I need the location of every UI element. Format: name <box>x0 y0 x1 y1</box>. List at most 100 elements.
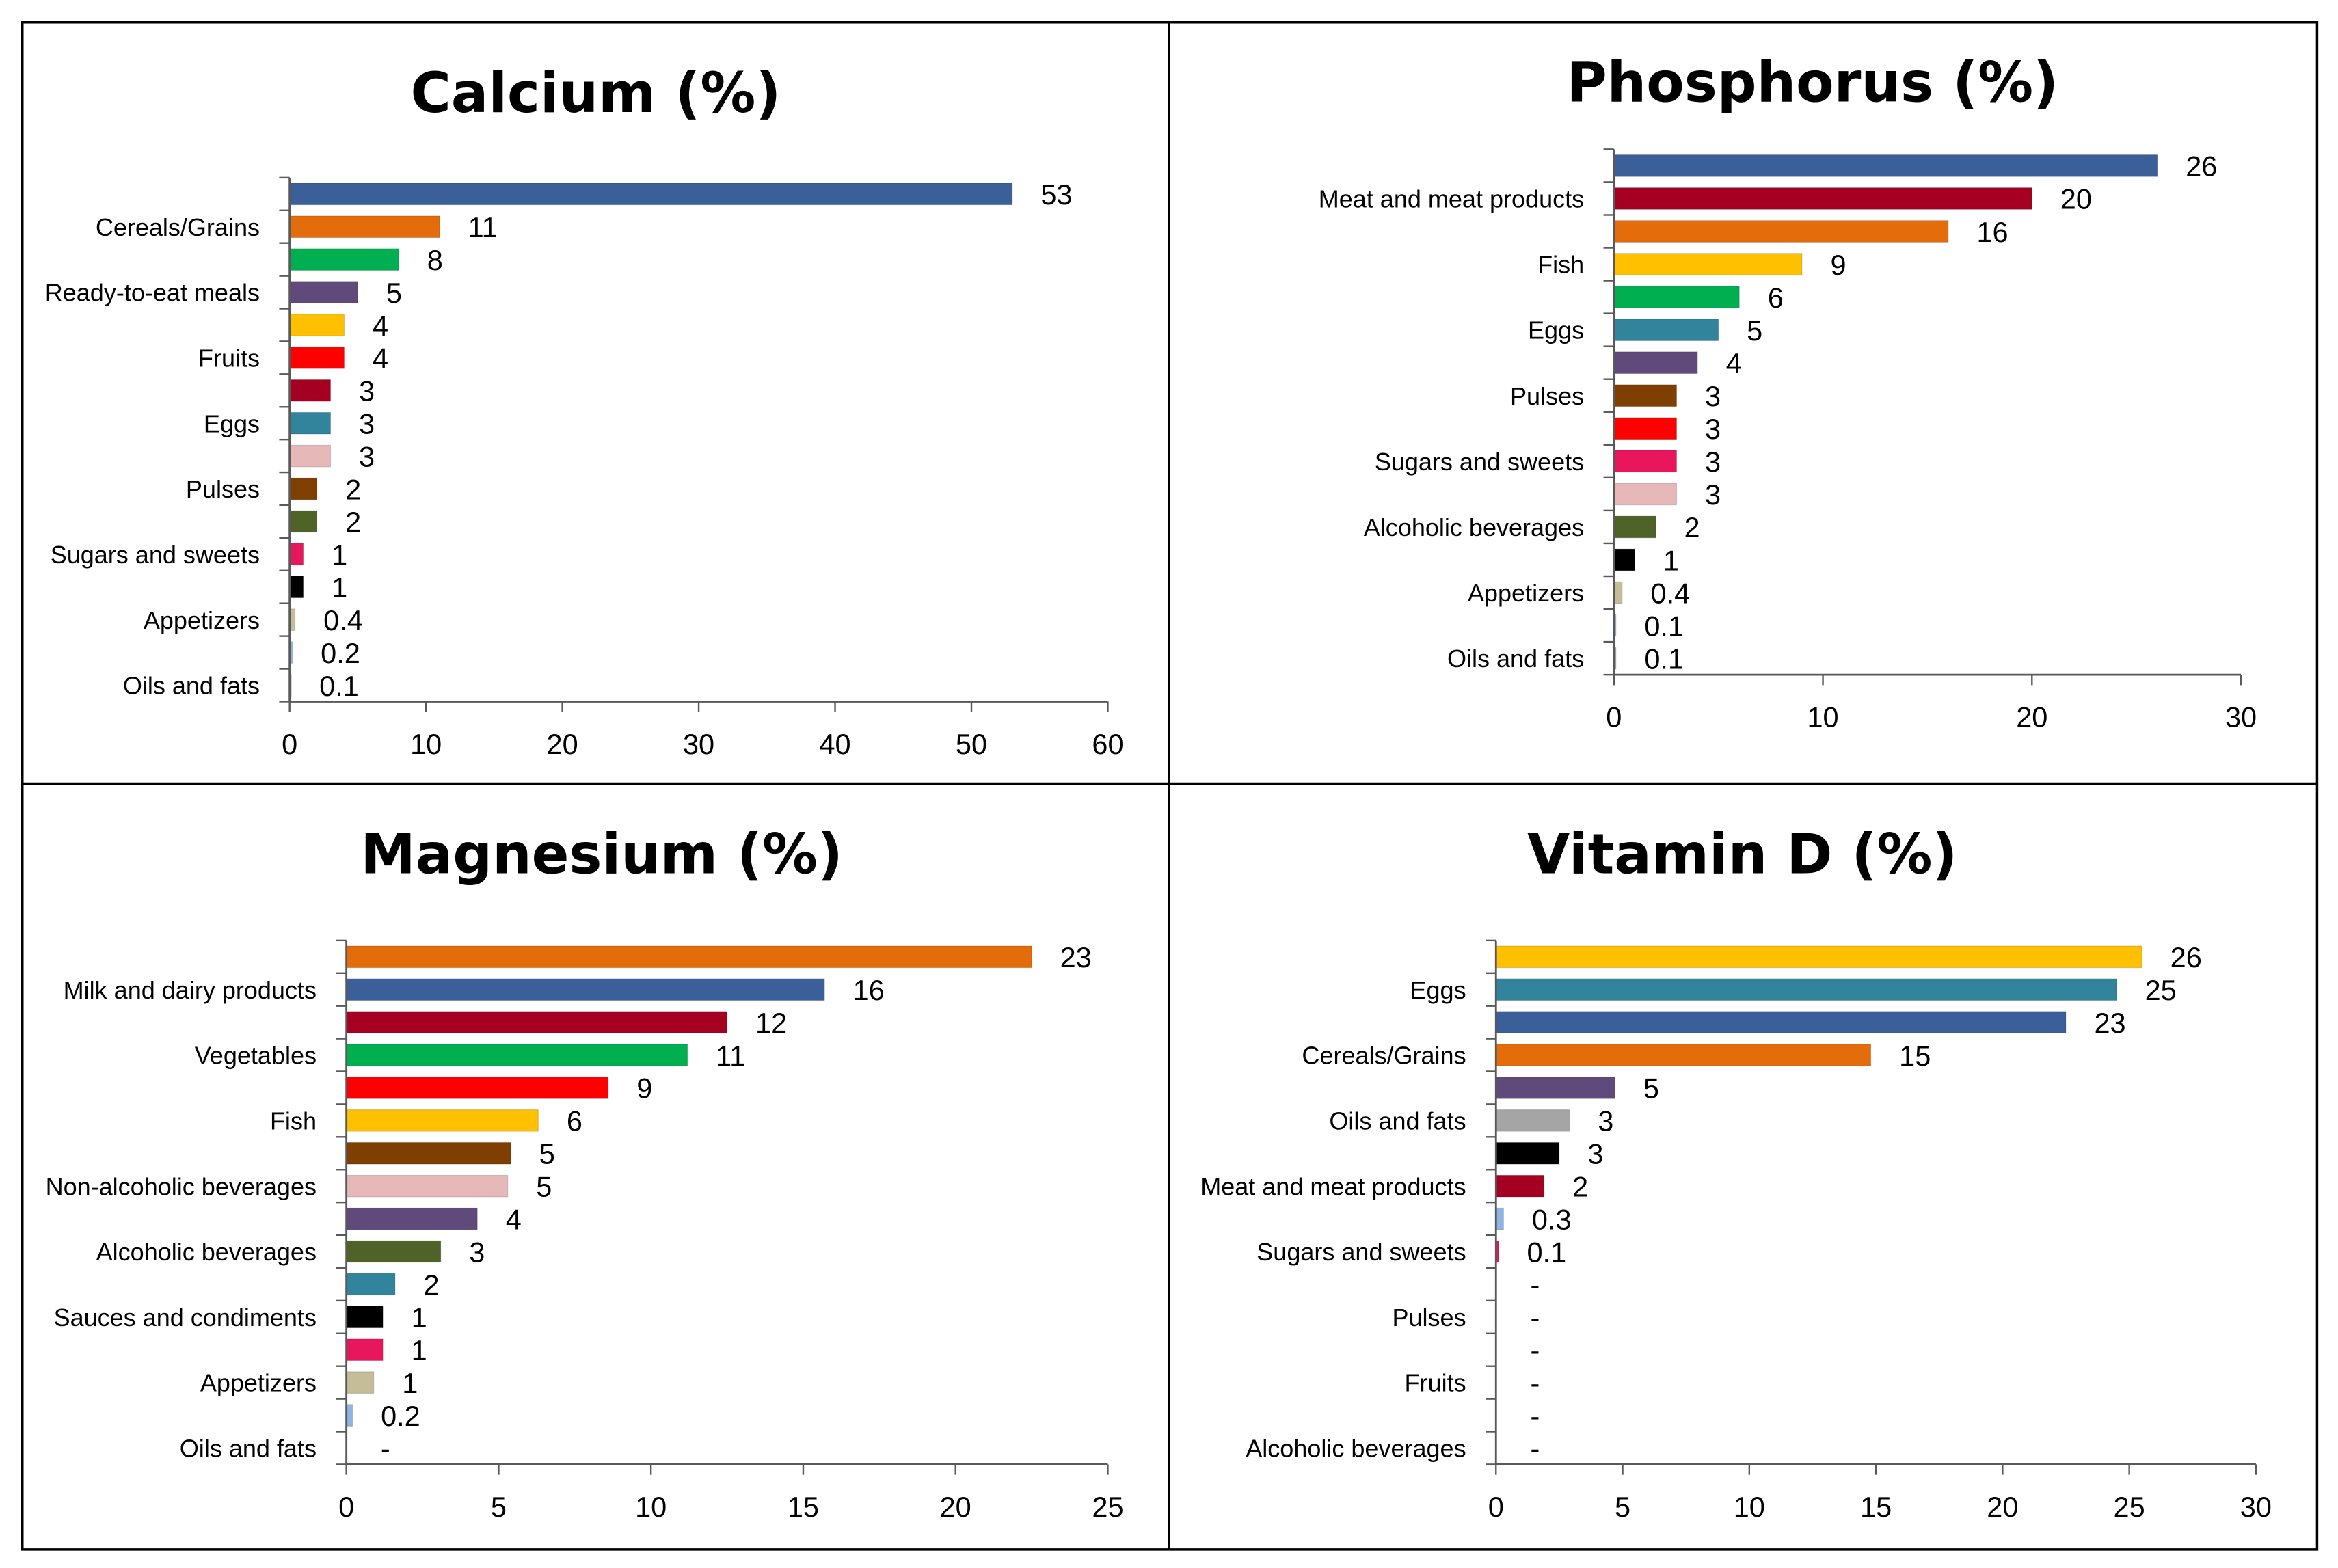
bar <box>1495 978 2117 1001</box>
chart-panel-1: Calcium (%)5311854433322110.40.20.1Cerea… <box>45 62 1124 760</box>
bar-value-label: 6 <box>1768 282 1784 314</box>
bar-value-label: 0.1 <box>1644 643 1684 675</box>
x-tick-label: 0 <box>338 1491 354 1523</box>
bar <box>346 1011 728 1033</box>
bar <box>1495 1141 1560 1165</box>
bar <box>1613 286 1740 308</box>
bar-value-label: 16 <box>1976 216 2008 248</box>
category-label: Oils and fats <box>1447 645 1584 673</box>
x-tick-label: 10 <box>410 728 442 760</box>
bar-value-label: 8 <box>427 244 443 276</box>
bar <box>289 576 304 599</box>
bar-value-label: 0.2 <box>381 1400 420 1432</box>
bar-value-label: 5 <box>386 277 402 309</box>
bar-value-label: 11 <box>716 1040 745 1072</box>
bar <box>289 510 318 533</box>
bar-value-label: 25 <box>2145 974 2177 1006</box>
chart-panel-4: Vitamin D (%)2625231553320.30.1------Egg… <box>1200 823 2272 1523</box>
category-label: Fruits <box>198 344 260 372</box>
category-label: Oils and fats <box>1329 1107 1466 1135</box>
bar-value-label: 3 <box>359 407 375 440</box>
category-label: Cereals/Grains <box>1302 1042 1466 1070</box>
bar-value-label: 2 <box>1684 511 1699 543</box>
chart-panel-3: Magnesium (%)2316121196554321110.2-Milk … <box>46 823 1124 1523</box>
bar-value-label: 9 <box>636 1072 652 1105</box>
bar <box>289 215 440 239</box>
bar-value-label: - <box>1531 1433 1540 1465</box>
category-label: Appetizers <box>1468 579 1584 607</box>
x-tick-label: 30 <box>2225 701 2257 733</box>
bar-value-label: - <box>1531 1400 1540 1432</box>
bar-value-label: 15 <box>1899 1040 1931 1072</box>
bar-value-label: 5 <box>1747 314 1762 347</box>
bar-value-label: 2 <box>345 506 361 538</box>
bar-value-label: 9 <box>1830 249 1846 281</box>
bar <box>346 1240 442 1263</box>
bar <box>346 1077 609 1099</box>
bar-value-label: - <box>1531 1301 1540 1334</box>
x-tick-label: 20 <box>940 1491 971 1523</box>
x-tick-label: 25 <box>1092 1491 1123 1523</box>
category-label: Fish <box>1537 251 1584 279</box>
bar <box>346 1371 375 1394</box>
bar <box>289 543 304 566</box>
bar-value-label: 20 <box>2060 183 2092 215</box>
bar <box>1613 220 1949 243</box>
x-tick-label: 5 <box>491 1491 507 1523</box>
chart-title: Vitamin D (%) <box>1527 823 1958 887</box>
bar <box>346 1207 478 1230</box>
bar-value-label: 3 <box>1587 1138 1603 1170</box>
category-label: Fish <box>270 1107 317 1135</box>
bar <box>1495 1174 1545 1198</box>
category-label: Appetizers <box>144 606 260 634</box>
x-tick-label: 0 <box>282 728 297 760</box>
bar <box>346 1109 539 1132</box>
bar-value-label: 2 <box>423 1269 439 1301</box>
bar <box>289 379 332 402</box>
category-label: Alcoholic beverages <box>1246 1435 1466 1463</box>
x-tick-label: 20 <box>2016 701 2047 733</box>
bar-value-label: 26 <box>2171 941 2202 973</box>
x-tick-label: 15 <box>788 1491 819 1523</box>
bar-value-label: 3 <box>469 1236 485 1268</box>
bar <box>1613 154 2158 177</box>
x-tick-label: 5 <box>1615 1491 1630 1523</box>
bar <box>1613 384 1678 407</box>
bar <box>346 1044 688 1066</box>
bar-value-label: 23 <box>2094 1007 2125 1039</box>
bar-value-label: 0.4 <box>1651 577 1691 609</box>
category-label: Appetizers <box>200 1369 317 1397</box>
category-label: Sugars and sweets <box>1375 448 1584 476</box>
category-label: Pulses <box>1392 1303 1466 1332</box>
bar-value-label: 0.1 <box>319 670 359 702</box>
category-label: Ready-to-eat meals <box>45 279 260 307</box>
bar <box>346 1273 396 1296</box>
chart-title: Calcium (%) <box>411 62 781 126</box>
chart-panel-2: Phosphorus (%)26201696543333210.40.10.1M… <box>1319 51 2257 733</box>
x-tick-label: 20 <box>1987 1491 2018 1523</box>
bar-value-label: 1 <box>402 1367 418 1399</box>
bar <box>289 347 345 369</box>
bar-value-label: 53 <box>1040 178 1072 211</box>
bar-value-label: 26 <box>2186 150 2217 183</box>
bar-value-label: 1 <box>332 539 347 571</box>
bar-value-label: 4 <box>373 342 388 375</box>
bar <box>1613 548 1635 571</box>
bar-value-label: 3 <box>359 440 375 472</box>
bar <box>1495 1011 2067 1033</box>
bar <box>1613 187 2032 210</box>
bar-value-label: 3 <box>359 375 375 407</box>
bar-value-label: 5 <box>1643 1072 1659 1105</box>
bar-value-label: 3 <box>1598 1105 1613 1137</box>
bar <box>1495 1044 1872 1066</box>
bar-value-label: 2 <box>345 473 361 505</box>
bar-value-label: 16 <box>853 974 885 1006</box>
bar <box>346 945 1032 969</box>
bar <box>1495 1109 1570 1132</box>
bar <box>289 444 332 468</box>
bar <box>1613 450 1678 473</box>
bar-value-label: 1 <box>412 1301 427 1334</box>
bar-value-label: - <box>1531 1334 1540 1366</box>
bar-value-label: - <box>381 1433 390 1465</box>
